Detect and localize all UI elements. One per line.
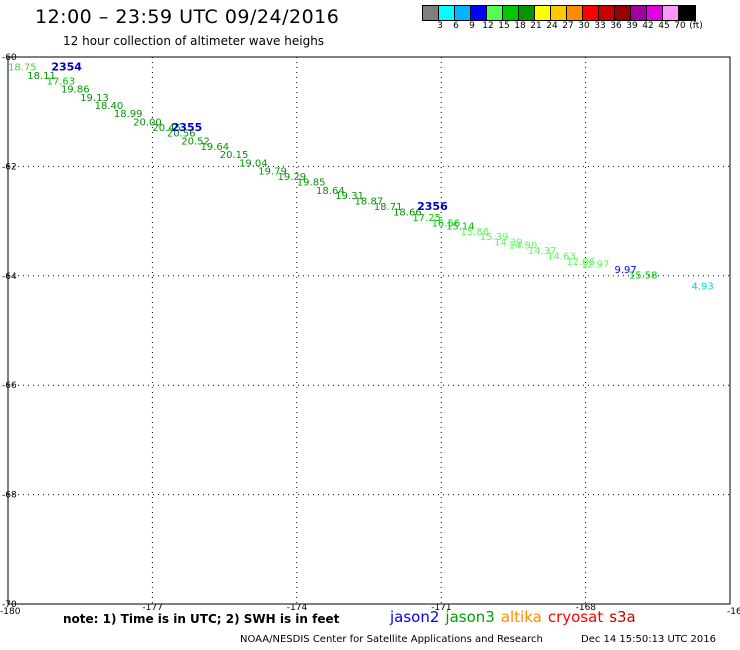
swh-data-label: 15.86 (460, 227, 489, 238)
legend-label: 21 (530, 21, 542, 31)
swh-data-label: 19.86 (61, 85, 90, 96)
legend-swatch (631, 6, 647, 20)
legend-label: 15 (498, 21, 510, 31)
swh-data-label: 18.87 (355, 197, 384, 208)
chart-subtitle: 12 hour collection of altimeter wave hei… (63, 34, 325, 48)
x-tick-label: -16 (727, 607, 740, 617)
y-tick-label: -60 (2, 53, 17, 63)
swh-data-label: 18.64 (316, 186, 345, 197)
legend-label: 36 (610, 21, 622, 31)
legend-swatch (647, 6, 663, 20)
y-tick-label: -66 (2, 381, 17, 391)
swh-data-label: 14.90 (509, 240, 538, 251)
swh-data-label: 4.93 (691, 281, 713, 292)
pass-number-label: 2355 (172, 121, 203, 134)
x-tick-label: -171 (431, 603, 451, 613)
swh-data-label: 19.64 (201, 142, 230, 153)
legend-label: 24 (546, 21, 558, 31)
legend-label: 70 (674, 21, 686, 31)
swh-data-label: 19.85 (297, 178, 326, 189)
swh-data-label: 20.56 (167, 128, 196, 139)
swh-data-label: 16.56 (432, 219, 461, 230)
x-tick-label: -177 (142, 603, 162, 613)
legend-label: 39 (626, 21, 638, 31)
legend-swatch (503, 6, 519, 20)
swh-data-label: 20.00 (133, 117, 162, 128)
plot-frame (7, 56, 731, 605)
satellite-legend: jason2 jason3 altika cryosat s3a (390, 608, 642, 626)
legend-label: 45 (658, 21, 670, 31)
swh-data-label: 12.86 (566, 257, 595, 268)
y-tick-label: -70 (2, 600, 17, 610)
swh-data-label: 20.52 (181, 137, 210, 148)
swh-data-label: 15.39 (480, 232, 509, 243)
swh-data-label: 18.75 (8, 63, 37, 74)
pass-number-label: 2354 (51, 61, 82, 74)
swh-data-label: 20.45 (152, 123, 181, 134)
x-tick-label: -174 (287, 603, 308, 613)
legend-swatch (455, 6, 471, 20)
legend-label: 33 (594, 21, 606, 31)
legend-swatch (599, 6, 615, 20)
satellite-legend-item: altika (500, 608, 542, 626)
legend-swatch (567, 6, 583, 20)
satellite-legend-item: s3a (609, 608, 636, 626)
swh-data-label: 18.66 (393, 208, 422, 219)
swh-data-label: 18.99 (114, 109, 143, 120)
swh-data-label: 15.58 (629, 271, 658, 282)
swh-data-label: 17.63 (47, 76, 76, 87)
legend-swatch (519, 6, 535, 20)
swh-data-label: 9.97 (614, 265, 636, 276)
legend-swatch (423, 6, 439, 20)
swh-data-label: 20.15 (220, 150, 249, 161)
legend-swatch (663, 6, 679, 20)
legend-swatch (471, 6, 487, 20)
swh-data-label: 14.39 (494, 238, 523, 249)
credit-line: NOAA/NESDIS Center for Satellite Applica… (240, 634, 543, 645)
x-tick-label: -180 (0, 607, 21, 617)
swh-data-label: 19.13 (80, 93, 109, 104)
y-tick-label: -62 (2, 162, 17, 172)
swh-data-label: 18.11 (27, 71, 56, 82)
legend-swatch (615, 6, 631, 20)
legend-swatch (535, 6, 551, 20)
swh-data-label: 19.79 (258, 167, 287, 178)
satellite-legend-item: jason3 (445, 608, 495, 626)
swh-data-label: 19.29 (278, 172, 307, 183)
legend-label: 27 (562, 21, 574, 31)
legend-label: 18 (514, 21, 526, 31)
y-tick-label: -64 (2, 272, 17, 282)
swh-data-label: 18.71 (374, 202, 403, 213)
legend-swatch (487, 6, 503, 20)
x-tick-label: -168 (576, 603, 597, 613)
swh-data-label: 19.31 (335, 191, 364, 202)
legend-label: 42 (642, 21, 654, 31)
chart-title: 12:00 – 23:59 UTC 09/24/2016 (35, 6, 340, 28)
legend-swatch (551, 6, 567, 20)
legend-swatch (679, 6, 695, 20)
generated-timestamp: Dec 14 15:50:13 UTC 2016 (581, 634, 716, 645)
legend-swatch (439, 6, 455, 20)
pass-number-label: 2356 (417, 200, 448, 213)
color-scale-legend (422, 5, 696, 21)
legend-label: 6 (453, 21, 459, 31)
legend-label: 3 (437, 21, 443, 31)
swh-data-label: 18.40 (95, 101, 124, 112)
legend-label: (ft) (689, 21, 703, 31)
swh-data-label: 19.04 (239, 158, 268, 169)
swh-data-label: 14.63 (547, 251, 576, 262)
y-tick-label: -68 (2, 491, 17, 501)
legend-label: 9 (469, 21, 475, 31)
legend-label: 30 (578, 21, 590, 31)
legend-label: 12 (482, 21, 494, 31)
swh-data-label: 15.14 (446, 221, 475, 232)
swh-data-label: 17.25 (412, 213, 441, 224)
satellite-legend-item: jason2 (390, 608, 440, 626)
units-note: note: 1) Time is in UTC; 2) SWH is in fe… (63, 612, 340, 626)
swh-data-label: 14.37 (528, 246, 557, 257)
legend-swatch (583, 6, 599, 20)
swh-data-label: 12.97 (581, 260, 610, 271)
satellite-legend-item: cryosat (547, 608, 604, 626)
